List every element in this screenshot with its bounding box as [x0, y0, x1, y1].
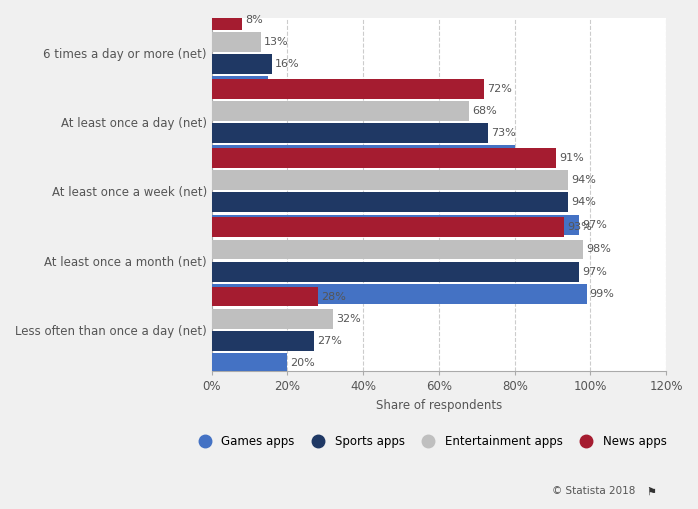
Text: 98%: 98% [586, 244, 611, 254]
X-axis label: Share of respondents: Share of respondents [376, 399, 502, 412]
Text: 20%: 20% [290, 358, 315, 368]
Bar [211, 353, 288, 373]
Bar [211, 146, 514, 165]
Bar [211, 331, 314, 351]
Bar [211, 217, 564, 237]
Bar [211, 287, 318, 306]
Bar [211, 215, 579, 235]
Text: 68%: 68% [473, 106, 497, 116]
Bar [211, 79, 484, 99]
Text: 99%: 99% [590, 289, 615, 299]
Text: 15%: 15% [272, 81, 296, 91]
Text: 72%: 72% [487, 84, 512, 94]
Text: 80%: 80% [518, 151, 542, 160]
Bar [211, 32, 261, 52]
Legend: Games apps, Sports apps, Entertainment apps, News apps: Games apps, Sports apps, Entertainment a… [188, 430, 671, 453]
Text: ⚑: ⚑ [646, 486, 655, 496]
Text: 27%: 27% [317, 336, 342, 346]
Text: 93%: 93% [567, 222, 592, 232]
Bar [211, 240, 583, 260]
Text: 32%: 32% [336, 314, 361, 324]
Text: 91%: 91% [559, 153, 584, 163]
Text: 8%: 8% [245, 15, 262, 25]
Bar [211, 101, 469, 121]
Bar [211, 308, 333, 329]
Text: 97%: 97% [582, 267, 607, 276]
Text: 94%: 94% [571, 197, 595, 208]
Bar [211, 192, 567, 212]
Bar [211, 171, 567, 190]
Text: © Statista 2018: © Statista 2018 [552, 486, 635, 496]
Bar [211, 123, 488, 143]
Text: 97%: 97% [582, 219, 607, 230]
Text: 16%: 16% [275, 59, 300, 69]
Bar [211, 54, 272, 74]
Text: 94%: 94% [571, 175, 595, 185]
Text: 73%: 73% [491, 128, 516, 138]
Bar [211, 284, 587, 304]
Bar [211, 262, 579, 281]
Text: 28%: 28% [320, 292, 346, 301]
Bar [211, 10, 242, 30]
Bar [211, 76, 269, 96]
Text: 13%: 13% [264, 37, 288, 47]
Bar [211, 148, 556, 168]
